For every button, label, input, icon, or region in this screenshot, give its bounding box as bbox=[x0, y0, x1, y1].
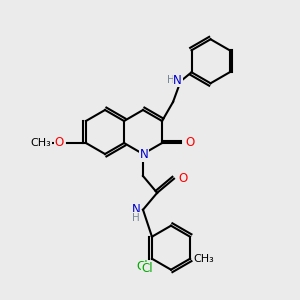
Text: N: N bbox=[173, 74, 182, 87]
Text: H: H bbox=[132, 213, 140, 223]
Text: Cl: Cl bbox=[136, 260, 148, 273]
Text: H: H bbox=[167, 75, 175, 85]
Text: CH₃: CH₃ bbox=[31, 138, 52, 148]
Text: N: N bbox=[132, 203, 140, 216]
Text: N: N bbox=[140, 148, 148, 161]
Text: O: O bbox=[185, 136, 194, 149]
Text: O: O bbox=[178, 172, 188, 185]
Text: O: O bbox=[55, 136, 64, 149]
Text: Cl: Cl bbox=[141, 262, 153, 275]
Text: CH₃: CH₃ bbox=[194, 254, 214, 264]
